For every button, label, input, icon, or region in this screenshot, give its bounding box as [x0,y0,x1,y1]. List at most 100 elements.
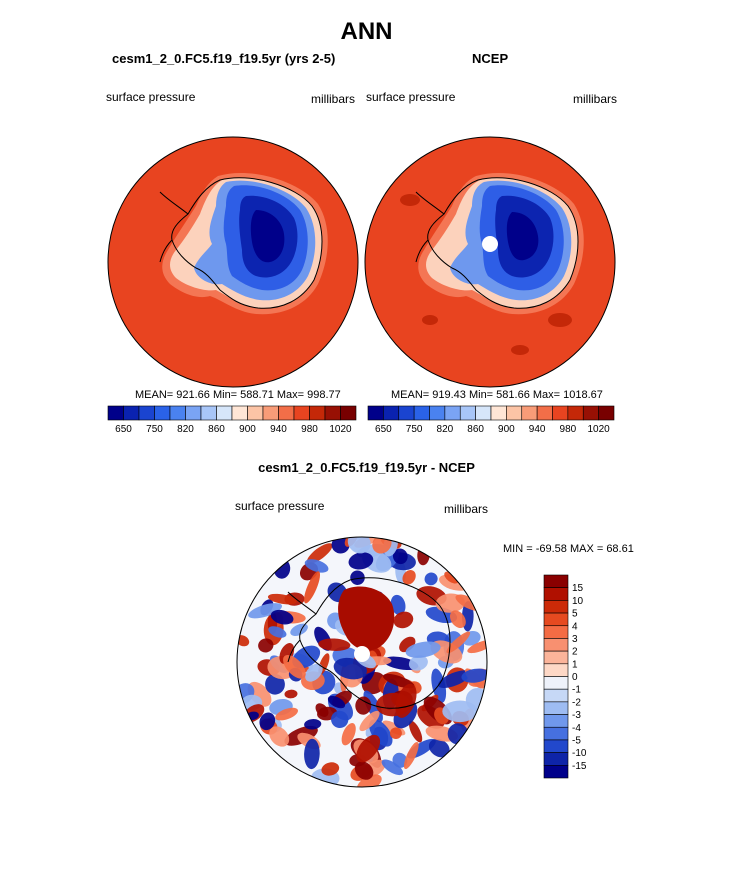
diff-map [237,537,487,787]
colorbar-swatch [444,405,461,421]
colorbar-tick-label: 3 [572,634,578,645]
diff-anomaly-blob [428,738,450,758]
diff-anomaly-blob [269,726,290,747]
obs-colorbar: 650 750 820 860 900 940 980 1020 [367,405,615,435]
colorbar-tick-label: -15 [572,761,587,772]
colorbar-tick-label: 820 [437,424,454,435]
diff-anomaly-blob [318,638,351,651]
colorbar-swatch [200,405,217,421]
colorbar-swatch [543,587,569,601]
diff-anomaly-blob [315,703,329,717]
diff-anomaly-blob [341,723,356,746]
colorbar-swatch [567,405,584,421]
colorbar-swatch [582,405,599,421]
obs-pole-hole [482,236,498,252]
colorbar-swatch [309,405,326,421]
obs-high-blob-2 [548,313,572,327]
colorbar-swatch [383,405,400,421]
colorbar-tick-label: 650 [115,424,132,435]
colorbar-tick-label: 750 [146,424,163,435]
colorbar-swatch [154,405,171,421]
diff-anomaly-blob [359,710,380,732]
colorbar-swatch [185,405,202,421]
page-title: ANN [340,18,393,45]
colorbar-swatch [552,405,569,421]
diff-anomaly-blob [402,570,416,585]
colorbar-swatch [138,405,155,421]
colorbar-swatch [543,650,569,665]
obs-contour-650 [506,212,539,261]
colorbar-tick-label: 940 [270,424,287,435]
colorbar-tick-label: 1020 [329,424,352,435]
colorbar-tick-label: 15 [572,583,584,594]
diff-anomaly-blob [355,696,372,715]
colorbar-swatch [536,405,553,421]
diff-anomaly-blob [408,720,423,743]
obs-high-blob-4 [422,315,438,325]
colorbar-tick-label: 2 [572,647,578,658]
colorbar-swatch [543,752,569,766]
diff-anomaly-blob [389,727,402,740]
colorbar-tick-label: -5 [572,735,581,746]
colorbar-swatch [231,405,248,421]
colorbar-swatch [506,405,523,421]
colorbar-swatch [543,714,569,728]
colorbar-swatch [543,701,569,715]
diff-anomaly-blob [321,762,340,776]
diff-anomaly-blob [284,689,298,699]
colorbar-tick-label: 980 [301,424,318,435]
diff-left-label: surface pressure [235,499,325,513]
diff-anomaly-blob [304,559,329,573]
model-right-label: millibars [311,92,356,106]
obs-map-border [364,136,616,388]
diff-anomaly-blob [376,692,411,717]
model-map-border [107,136,359,388]
colorbar-swatch [262,405,279,421]
colorbar-tick-label: 820 [177,424,194,435]
colorbar-tick-label: -4 [572,723,581,734]
diff-anomaly-blob [306,543,333,564]
diff-anomaly-blob [392,548,408,565]
colorbar-tick-label: -3 [572,710,581,721]
colorbar-swatch [490,405,507,421]
colorbar-tick-label: 5 [572,609,578,620]
colorbar-swatch [293,405,310,421]
obs-peninsula-coast [415,191,445,263]
obs-panel-title: NCEP [472,51,509,66]
diff-anomaly-blob [405,641,441,658]
colorbar-swatch [340,405,357,421]
diff-anomaly-blob [275,707,299,721]
obs-stats: MEAN= 919.43 Min= 581.66 Max= 1018.67 [391,389,603,401]
colorbar-tick-label: 4 [572,621,578,632]
diff-anomaly-blob [348,552,374,570]
colorbar-swatch [475,405,492,421]
diff-map-border [236,536,488,788]
diff-anomaly-blob [393,611,414,629]
diff-panel-title: cesm1_2_0.FC5.f19_f19.5yr - NCEP [258,460,475,475]
colorbar-tick-label: 900 [498,424,515,435]
diff-anomaly-blob [449,610,466,629]
colorbar-tick-label: 940 [529,424,546,435]
diff-stats: MIN = -69.58 MAX = 68.61 [503,543,634,555]
colorbar-swatch [123,405,140,421]
diff-anomaly-blob [446,631,471,654]
colorbar-swatch [543,739,569,753]
colorbar-swatch [398,405,415,421]
diff-anomaly-blob [408,655,428,671]
diff-anomaly-blob [381,759,403,776]
diff-anomaly-blob [270,609,294,625]
diff-anomaly-blob [268,626,287,638]
diff-anomaly-blob [354,761,374,780]
diff-anomaly-blob [248,603,283,619]
colorbar-tick-label: -2 [572,697,581,708]
diff-anomaly-blob [442,700,478,723]
colorbar-tick-label: 750 [406,424,423,435]
diff-peninsula-coast [287,591,317,663]
colorbar-tick-label: 1020 [588,424,611,435]
colorbar-tick-label: 0 [572,672,578,683]
diff-anomaly-blob [331,710,349,729]
diff-anomaly-blob [403,741,419,770]
colorbar-swatch [324,405,341,421]
